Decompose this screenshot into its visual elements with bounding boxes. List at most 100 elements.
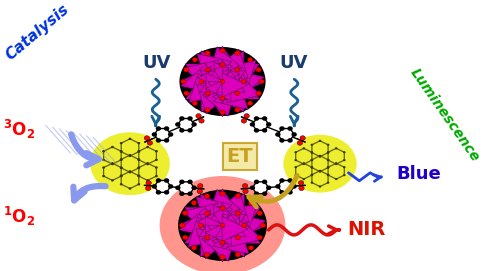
FancyArrowPatch shape <box>74 186 106 200</box>
Circle shape <box>175 122 180 127</box>
Polygon shape <box>252 118 268 130</box>
Circle shape <box>120 183 122 185</box>
Polygon shape <box>154 180 170 192</box>
Circle shape <box>288 190 293 195</box>
Polygon shape <box>234 66 266 97</box>
FancyArrowPatch shape <box>71 134 99 165</box>
Polygon shape <box>278 180 294 192</box>
Circle shape <box>204 252 210 257</box>
Circle shape <box>327 151 330 154</box>
Circle shape <box>288 126 293 131</box>
Circle shape <box>146 180 152 185</box>
Circle shape <box>182 211 188 215</box>
Circle shape <box>102 166 105 169</box>
Circle shape <box>310 174 313 176</box>
Circle shape <box>156 138 161 143</box>
Circle shape <box>111 179 114 182</box>
Circle shape <box>128 155 132 157</box>
Polygon shape <box>178 209 211 241</box>
Circle shape <box>184 67 189 72</box>
Circle shape <box>220 49 225 53</box>
Circle shape <box>327 174 330 176</box>
Text: NIR: NIR <box>347 220 386 239</box>
Ellipse shape <box>160 176 286 271</box>
Circle shape <box>197 189 202 193</box>
Circle shape <box>310 159 313 161</box>
FancyArrowPatch shape <box>249 175 297 207</box>
Circle shape <box>310 166 313 168</box>
Polygon shape <box>200 225 233 257</box>
Polygon shape <box>216 71 245 92</box>
Circle shape <box>250 122 255 127</box>
Circle shape <box>250 185 255 190</box>
Circle shape <box>254 180 259 184</box>
Circle shape <box>204 211 210 215</box>
Polygon shape <box>184 207 222 234</box>
Polygon shape <box>198 66 223 90</box>
Circle shape <box>248 57 253 62</box>
Circle shape <box>155 166 158 169</box>
Circle shape <box>275 132 280 137</box>
Text: Luminescence: Luminescence <box>408 66 482 164</box>
Circle shape <box>257 235 262 240</box>
Circle shape <box>256 67 262 72</box>
Circle shape <box>318 170 322 173</box>
Circle shape <box>262 128 268 133</box>
Circle shape <box>120 175 122 177</box>
Circle shape <box>279 190 284 195</box>
Circle shape <box>248 201 254 205</box>
Circle shape <box>128 170 132 173</box>
Polygon shape <box>204 234 242 262</box>
Circle shape <box>152 184 157 189</box>
Circle shape <box>302 162 305 164</box>
Circle shape <box>256 91 262 96</box>
Circle shape <box>156 178 161 183</box>
Circle shape <box>254 191 259 196</box>
Circle shape <box>266 185 272 190</box>
Polygon shape <box>222 73 248 97</box>
Circle shape <box>179 191 184 196</box>
Circle shape <box>179 180 184 184</box>
Circle shape <box>310 166 313 169</box>
Circle shape <box>179 128 184 133</box>
Circle shape <box>318 140 322 142</box>
Polygon shape <box>212 194 244 225</box>
Circle shape <box>294 174 297 176</box>
Circle shape <box>179 116 184 121</box>
Polygon shape <box>252 182 268 194</box>
Circle shape <box>220 223 225 227</box>
Ellipse shape <box>180 47 266 116</box>
Polygon shape <box>205 220 231 245</box>
Circle shape <box>259 79 264 84</box>
Circle shape <box>152 132 157 137</box>
Polygon shape <box>208 204 238 225</box>
Polygon shape <box>278 128 294 140</box>
Polygon shape <box>208 82 237 103</box>
Circle shape <box>310 159 313 161</box>
Circle shape <box>146 186 151 191</box>
Polygon shape <box>213 49 248 79</box>
Circle shape <box>327 159 330 161</box>
Circle shape <box>198 223 203 228</box>
Polygon shape <box>214 66 239 90</box>
Polygon shape <box>226 73 262 103</box>
Circle shape <box>302 163 305 165</box>
Polygon shape <box>184 216 222 244</box>
Polygon shape <box>186 64 222 90</box>
Circle shape <box>298 180 304 185</box>
Circle shape <box>235 193 241 198</box>
Circle shape <box>180 223 185 228</box>
Circle shape <box>155 150 158 153</box>
Circle shape <box>300 136 306 140</box>
Polygon shape <box>202 231 238 261</box>
Polygon shape <box>180 66 211 97</box>
Polygon shape <box>180 64 216 94</box>
Circle shape <box>111 146 114 148</box>
Circle shape <box>192 122 197 127</box>
Circle shape <box>235 211 240 215</box>
Ellipse shape <box>284 135 356 193</box>
Circle shape <box>248 101 253 106</box>
Circle shape <box>262 116 268 121</box>
Circle shape <box>262 191 268 196</box>
Circle shape <box>279 178 284 183</box>
